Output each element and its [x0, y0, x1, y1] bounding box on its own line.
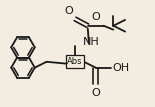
Text: O: O	[64, 6, 73, 16]
FancyBboxPatch shape	[66, 55, 84, 68]
Text: O: O	[91, 88, 100, 98]
Text: O: O	[91, 12, 100, 22]
Text: Abs: Abs	[67, 57, 83, 66]
Text: OH: OH	[112, 63, 129, 73]
Text: NH: NH	[83, 37, 100, 47]
